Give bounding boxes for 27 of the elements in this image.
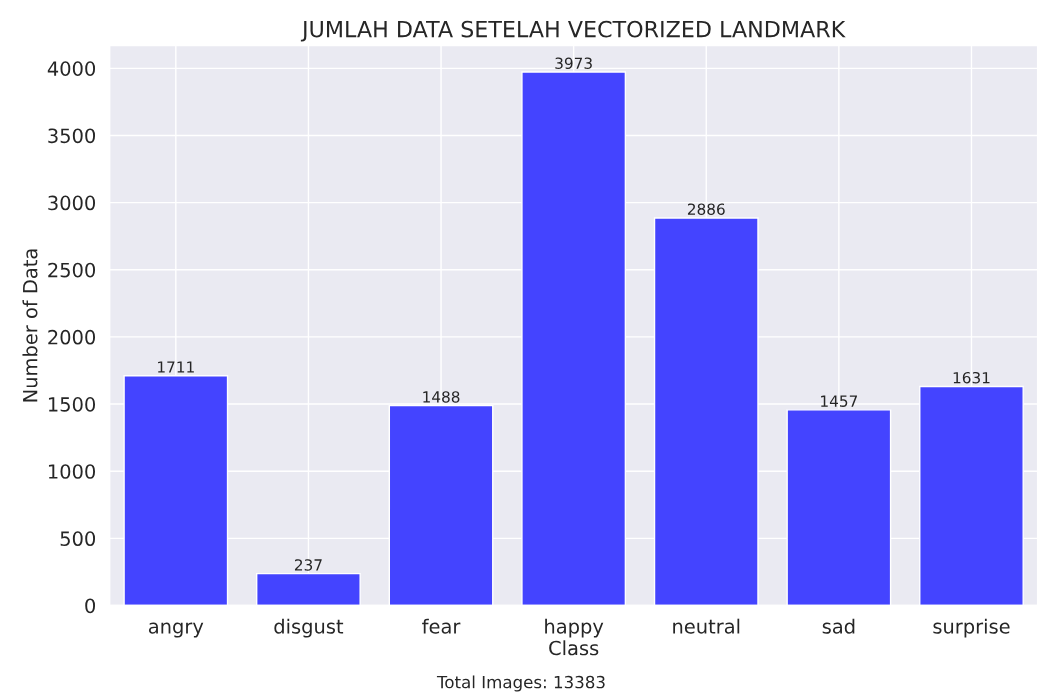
data-label: 1711 [158,361,194,373]
chart-title: JUMLAH DATA SETELAH VECTORIZED LANDMARK [300,20,846,42]
x-tick-label: fear [422,618,461,634]
y-tick-label: 0 [85,598,96,614]
x-axis-title: Class [549,640,599,656]
y-tick-label: 2000 [48,329,96,345]
data-label: 237 [294,559,322,571]
data-label: 1488 [423,391,460,403]
y-tick-label: 2500 [48,262,96,278]
text: Total Images: 13383 [436,675,605,692]
y-tick-label: 1500 [48,397,96,412]
x-tick-label: angry [148,622,204,638]
x-tick-label: disgust [274,618,344,638]
y-axis-title: Number of Data [22,249,38,402]
y-tick-label: 4000 [47,61,96,76]
y-tick-label: 500 [60,531,96,547]
data-label: 3973 [555,57,592,69]
y-tick-label: 3000 [48,195,96,211]
x-tick-label: surprise [933,618,1010,638]
data-label: 1457 [821,395,857,407]
y-tick-label: 1000 [48,464,96,479]
data-label: 1631 [953,371,990,384]
y-tick-label: 3500 [48,128,96,144]
x-tick-label: sad [822,618,855,634]
x-tick-label: neutral [673,618,740,634]
data-label: 2886 [687,203,725,215]
x-tick-label: happy [545,618,604,638]
